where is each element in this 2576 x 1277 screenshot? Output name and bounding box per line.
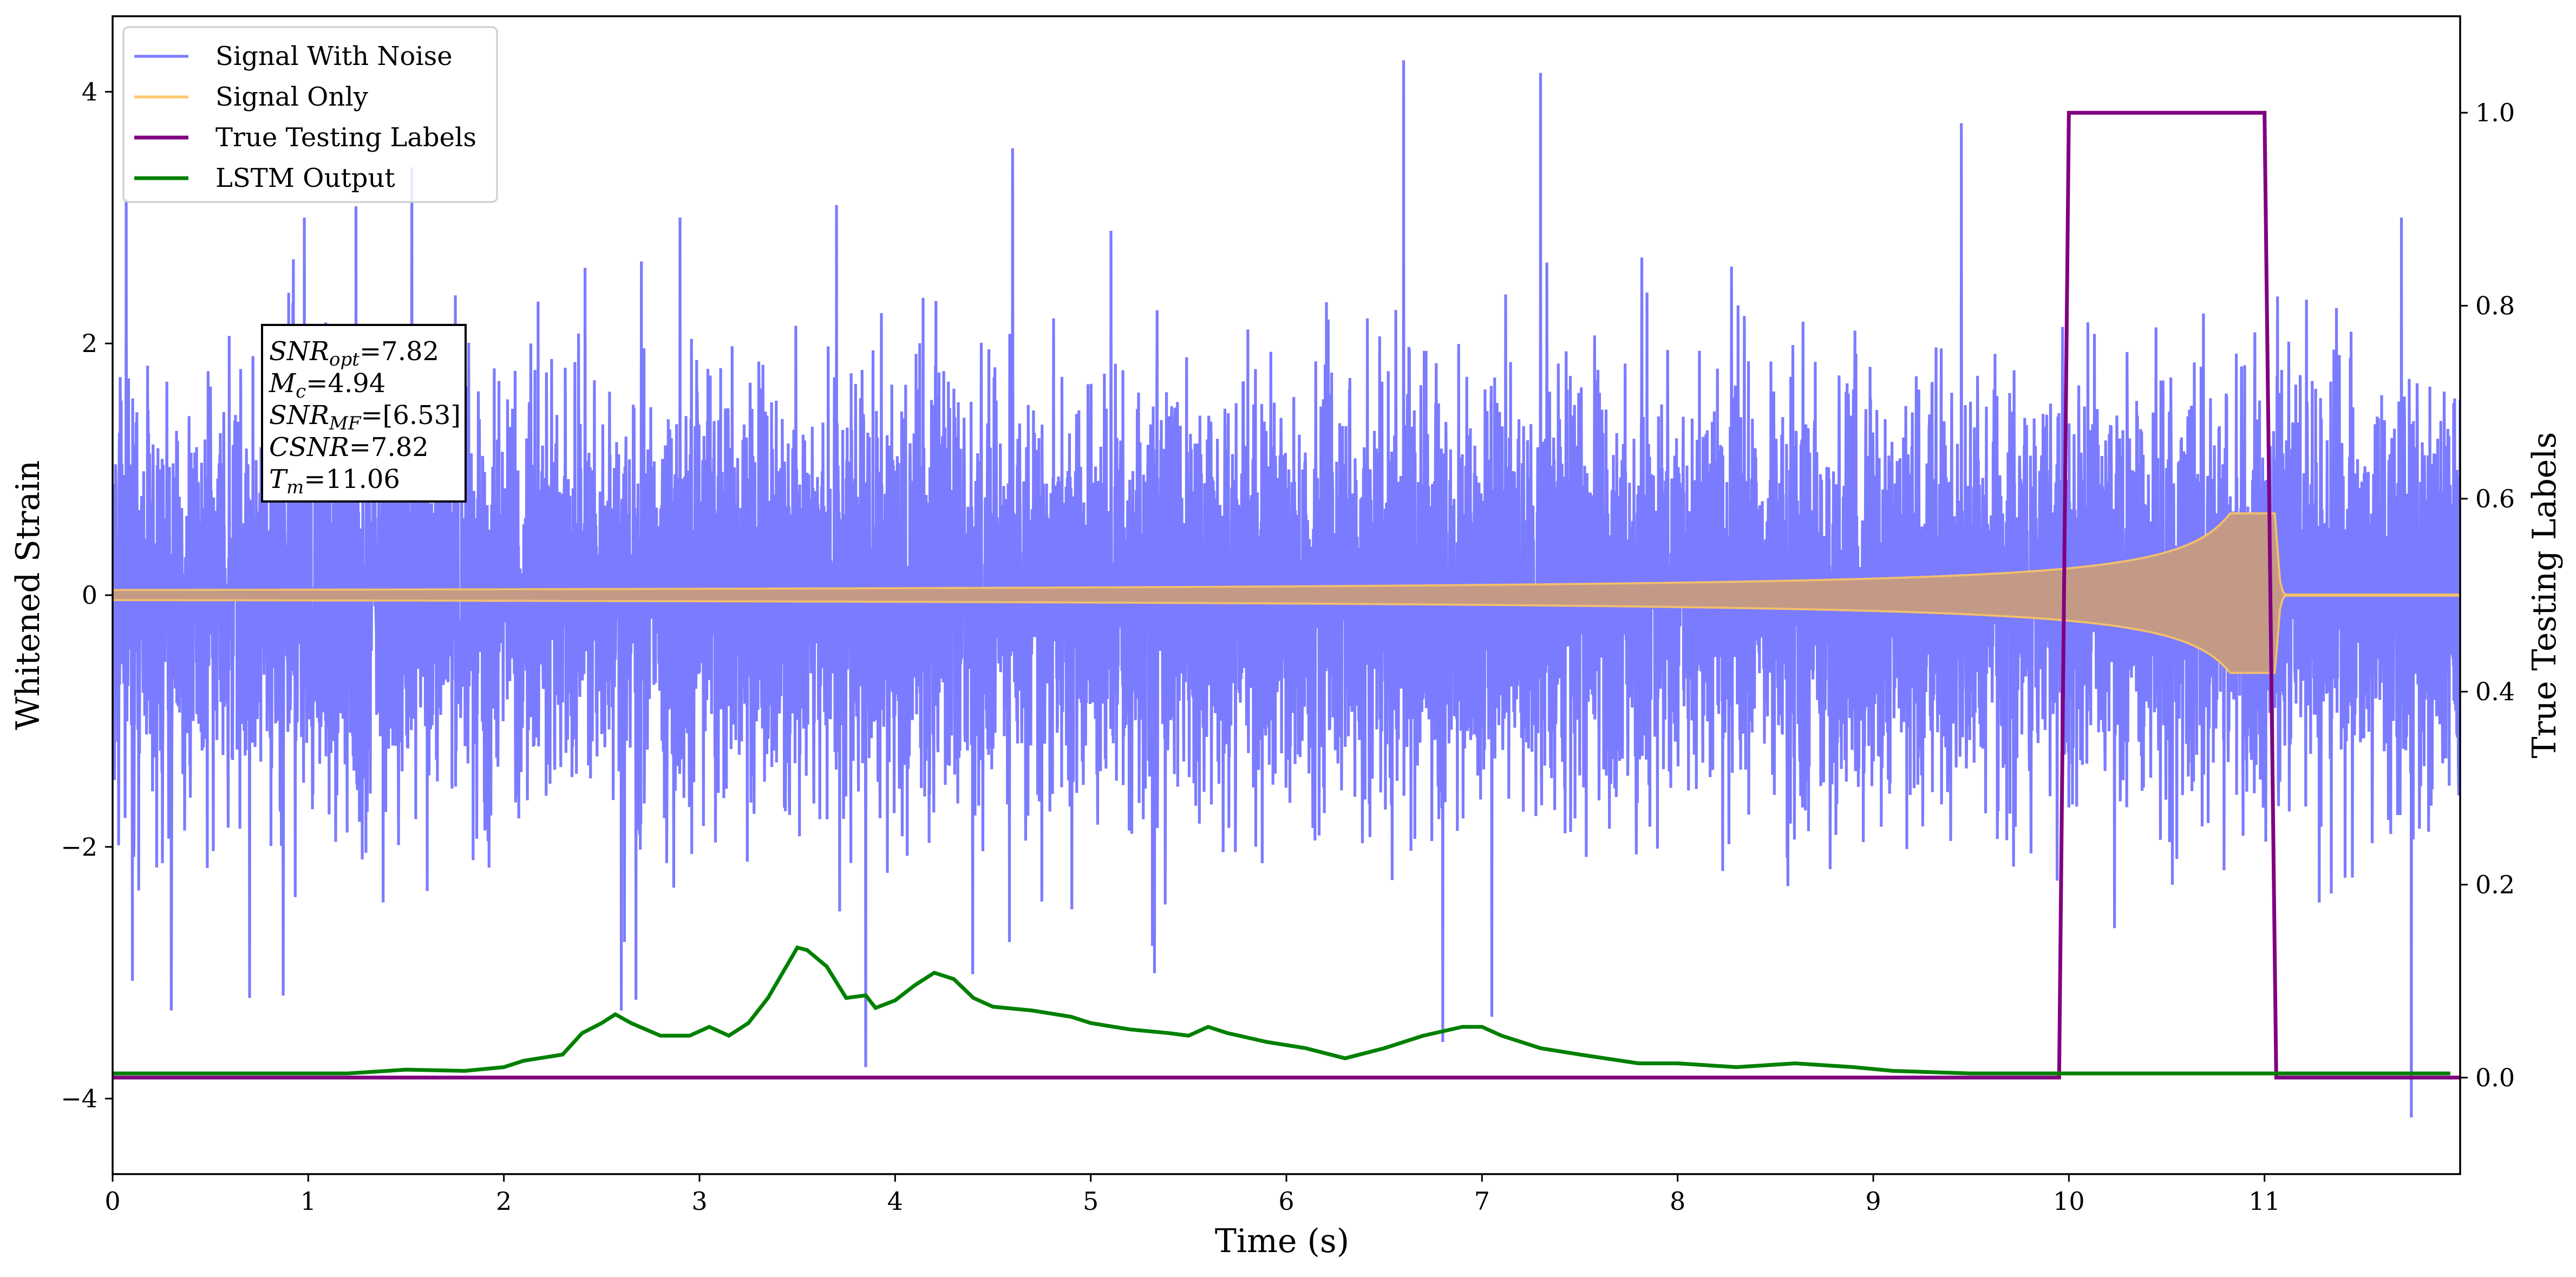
y-left-tick-label: −4 [61, 1084, 97, 1113]
x-tick-label: 3 [691, 1187, 707, 1216]
x-tick-label: 2 [496, 1187, 512, 1216]
y-right-tick-label: 0.6 [2475, 484, 2515, 513]
x-tick-label: 5 [1083, 1187, 1099, 1216]
y-right-tick-label: 0.4 [2475, 677, 2515, 706]
y-axis-left: −4 −2 0 2 4 [61, 77, 113, 1113]
true-testing-labels-line [113, 110, 2460, 1080]
x-tick-label: 8 [1670, 1187, 1685, 1216]
y-left-tick-label: 2 [82, 329, 97, 358]
x-tick-label: 7 [1474, 1187, 1490, 1216]
x-axis: 0 1 2 3 4 5 6 7 8 9 10 11 [104, 1174, 2280, 1216]
x-tick-label: 4 [887, 1187, 903, 1216]
annotation-frame [261, 324, 467, 503]
legend: Signal With Noise Signal Only True Testi… [122, 26, 498, 203]
legend-box [122, 26, 498, 203]
annotation-merger-time: Tm=11.06 [269, 464, 400, 498]
x-tick-label: 11 [2248, 1187, 2280, 1216]
lstm-output-line [113, 945, 2450, 1076]
y-left-tick-label: −2 [61, 832, 97, 862]
y-left-tick-label: 4 [82, 77, 97, 106]
annotation-chirp-mass: Mc=4.94 [269, 368, 385, 402]
signal-with-noise-line [113, 60, 2460, 1118]
y-axis-right: 0.0 0.2 0.4 0.6 0.8 1.0 [2460, 98, 2515, 1092]
annotation-snr-opt: SNRopt=7.82 [269, 336, 439, 370]
signal-only-line [113, 512, 2460, 674]
legend-label-signal-with-noise: Signal With Noise [215, 41, 453, 71]
annotation-snr-mf: SNRMF=[6.53] [269, 400, 461, 434]
y-right-tick-label: 0.8 [2475, 291, 2515, 321]
plot-area [113, 60, 2460, 1118]
x-axis-label: Time (s) [1215, 1222, 1349, 1260]
x-tick-label: 6 [1278, 1187, 1294, 1216]
y-right-tick-label: 1.0 [2475, 98, 2515, 127]
x-tick-label: 0 [104, 1187, 120, 1216]
y-axis-label-right: True Testing Labels [2526, 432, 2564, 759]
y-right-tick-label: 0.0 [2475, 1063, 2515, 1092]
annotation-box: SNRopt=7.82 Mc=4.94 SNRMF=[6.53] CSNR=7.… [261, 324, 467, 503]
y-axis-label-left: Whitened Strain [9, 460, 47, 730]
y-left-tick-label: 0 [82, 581, 97, 610]
legend-label-true-testing-labels: True Testing Labels [215, 122, 476, 153]
x-tick-label: 10 [2053, 1187, 2085, 1216]
annotation-csnr: CSNR=7.82 [269, 432, 429, 462]
legend-label-lstm-output: LSTM Output [215, 163, 395, 193]
y-right-tick-label: 0.2 [2475, 870, 2515, 900]
x-tick-label: 1 [300, 1187, 316, 1216]
x-tick-label: 9 [1865, 1187, 1881, 1216]
legend-label-signal-only: Signal Only [215, 82, 368, 112]
